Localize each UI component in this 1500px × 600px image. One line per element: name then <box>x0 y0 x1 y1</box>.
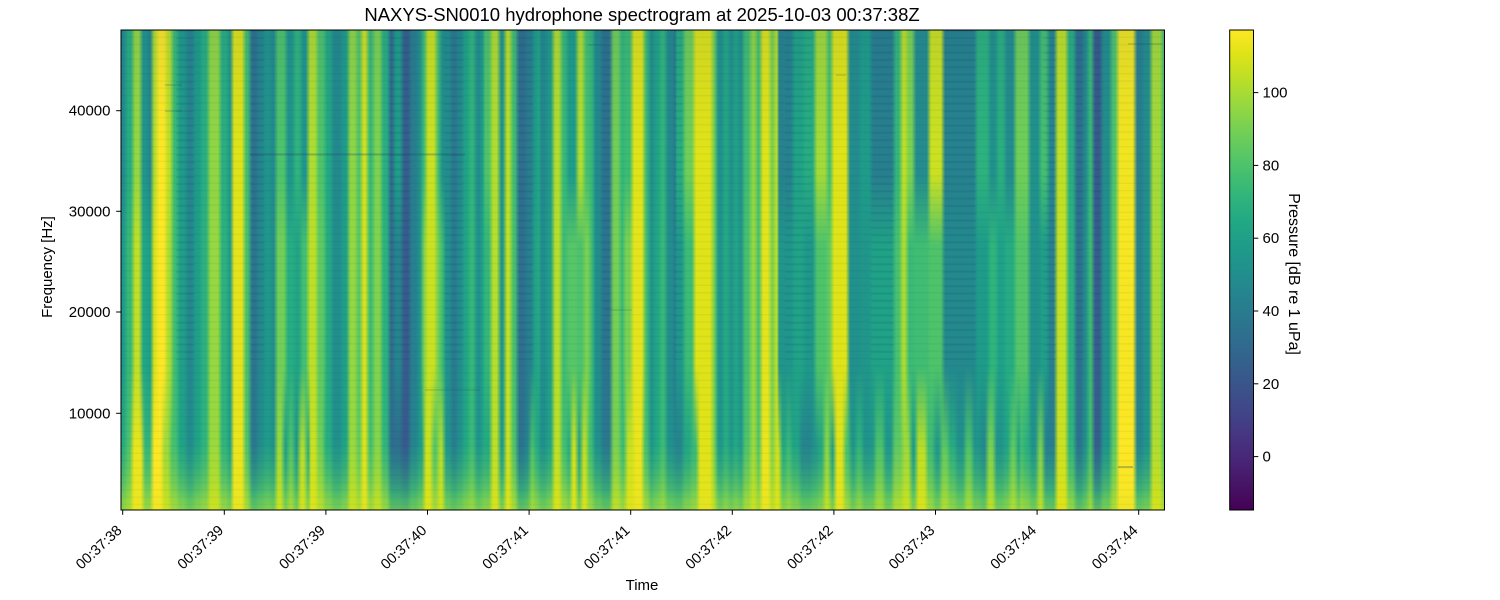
svg-text:Time: Time <box>626 577 659 594</box>
svg-text:0: 0 <box>1263 449 1271 466</box>
svg-text:Pressure [dB re 1 uPa]: Pressure [dB re 1 uPa] <box>1285 193 1302 355</box>
svg-text:NAXYS-SN0010 hydrophone spectr: NAXYS-SN0010 hydrophone spectrogram at 2… <box>364 4 919 25</box>
svg-text:20000: 20000 <box>69 304 111 321</box>
svg-text:30000: 30000 <box>69 203 111 220</box>
svg-text:80: 80 <box>1263 157 1280 174</box>
svg-text:40: 40 <box>1263 303 1280 320</box>
svg-text:Frequency [Hz]: Frequency [Hz] <box>39 216 56 318</box>
svg-text:60: 60 <box>1263 230 1280 247</box>
svg-text:20: 20 <box>1263 376 1280 393</box>
svg-text:100: 100 <box>1263 85 1288 102</box>
svg-text:40000: 40000 <box>69 103 111 120</box>
svg-text:10000: 10000 <box>69 405 111 422</box>
